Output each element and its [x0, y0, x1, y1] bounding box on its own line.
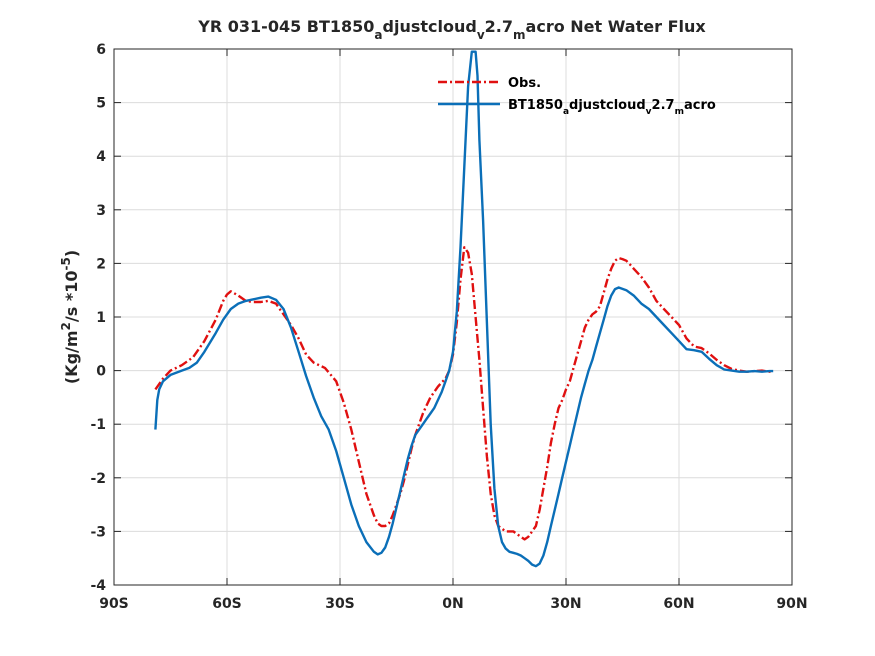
- chart-title: YR 031-045 BT1850adjustcloudv2.7macro Ne…: [197, 17, 706, 42]
- y-tick-label: 6: [96, 42, 106, 58]
- text-part: a: [374, 28, 382, 42]
- text-part: m: [513, 28, 526, 42]
- x-tick-label: 90N: [776, 596, 807, 612]
- text-part: 2.7: [652, 98, 675, 113]
- text-part: m: [675, 107, 684, 117]
- y-tick-label: 2: [96, 256, 106, 272]
- x-tick-label: 90S: [99, 596, 129, 612]
- y-axis-label: (Kg/m2/s *10-5): [59, 250, 81, 384]
- text-part: 2: [59, 322, 73, 330]
- text-part: djustcloud: [569, 98, 646, 113]
- y-tick-label: 1: [96, 310, 106, 326]
- y-tick-label: -4: [90, 578, 106, 594]
- text-part: YR 031-045 BT1850: [197, 17, 374, 36]
- legend-label-model: BT1850adjustcloudv2.7macro: [508, 98, 716, 117]
- series-layer: [154, 50, 774, 568]
- legend-label-obs: Obs.: [508, 76, 541, 91]
- text-part: 2.7: [485, 17, 513, 36]
- y-tick-label: 0: [96, 364, 106, 380]
- y-tick-label: 4: [96, 149, 106, 165]
- x-tick-label: 0N: [442, 596, 463, 612]
- y-tick-label: 5: [96, 96, 106, 112]
- text-part: a: [563, 107, 569, 117]
- text-part: v: [477, 28, 485, 42]
- text-part: (Kg/m: [62, 330, 81, 384]
- plot-area: [113, 48, 793, 586]
- text-part: BT1850: [508, 98, 563, 113]
- text-part: ): [62, 250, 81, 257]
- y-axis: -4 -3 -2 -1 0 1 2 3 4 5 6: [90, 42, 792, 594]
- x-tick-label: 60N: [663, 596, 694, 612]
- text-part: acro: [684, 98, 716, 113]
- text-part: -5: [59, 257, 73, 270]
- x-tick-label: 60S: [212, 596, 242, 612]
- y-tick-label: 3: [96, 203, 106, 219]
- y-tick-label: -2: [90, 471, 106, 487]
- legend: Obs. BT1850adjustcloudv2.7macro: [438, 76, 716, 117]
- grid-lines: [114, 49, 792, 585]
- text-part: /s *10: [62, 271, 81, 323]
- y-tick-label: -1: [90, 417, 106, 433]
- x-tick-label: 30N: [550, 596, 581, 612]
- x-axis: 90S 60S 30S 0N 30N 60N 90N: [99, 49, 808, 612]
- series-line-obs: [154, 246, 774, 541]
- x-tick-label: 30S: [325, 596, 355, 612]
- y-tick-label: -3: [90, 524, 106, 540]
- text-part: v: [646, 107, 652, 117]
- text-part: Obs.: [508, 76, 541, 91]
- series-line-model: [154, 50, 774, 568]
- text-part: acro Net Water Flux: [526, 17, 707, 36]
- text-part: djustcloud: [383, 17, 477, 36]
